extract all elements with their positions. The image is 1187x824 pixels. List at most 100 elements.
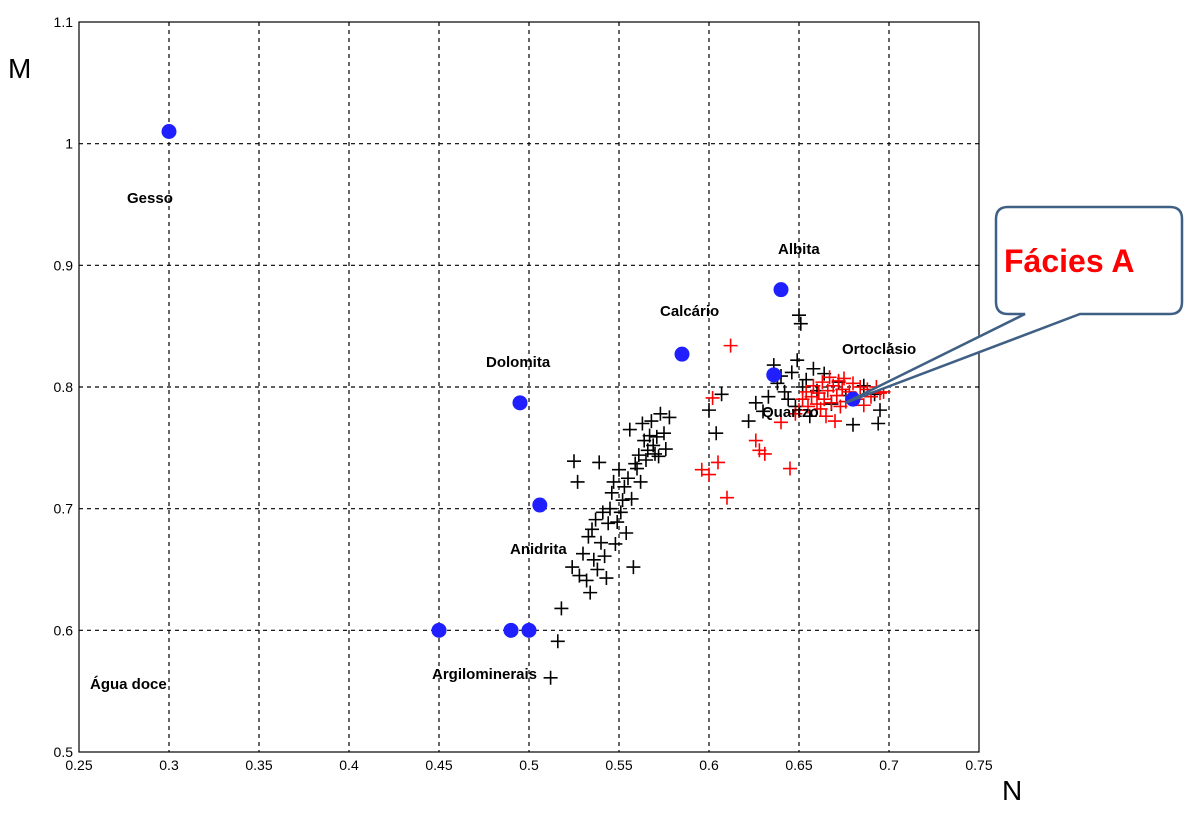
mineral-annotation: Quartzo xyxy=(762,404,819,421)
red-point xyxy=(806,378,821,393)
callout-shape xyxy=(844,205,1184,405)
mineral-point xyxy=(503,622,519,638)
red-point xyxy=(801,399,815,414)
red-point xyxy=(694,462,709,477)
black-point xyxy=(873,403,887,418)
mineral-point xyxy=(532,497,548,513)
red-point xyxy=(846,376,860,391)
black-point xyxy=(709,426,724,441)
black-point xyxy=(608,536,623,551)
x-tick-label: 0.7 xyxy=(879,757,899,773)
black-point xyxy=(554,601,569,616)
red-point xyxy=(723,338,738,353)
x-tick-label: 0.75 xyxy=(965,757,992,773)
red-point xyxy=(748,433,763,448)
black-point xyxy=(579,573,594,588)
black-point xyxy=(799,372,814,387)
black-point xyxy=(651,449,666,464)
y-tick-label: 1.1 xyxy=(54,14,74,30)
mineral-point xyxy=(521,622,537,638)
red-point xyxy=(828,414,842,429)
black-point xyxy=(583,585,598,600)
black-point xyxy=(606,474,621,489)
black-point xyxy=(790,353,805,368)
mineral-annotations: Gesso Albita Calcário Dolomita Ortoclásio Qua… xyxy=(90,190,916,693)
x-tick-label: 0.55 xyxy=(605,757,632,773)
black-point xyxy=(653,406,668,421)
black-point xyxy=(648,446,662,461)
black-point xyxy=(612,462,626,477)
mineral-annotation: Ortoclásio xyxy=(842,341,916,358)
black-point xyxy=(572,568,587,583)
black-point xyxy=(599,571,614,586)
black-point xyxy=(615,493,630,508)
red-point xyxy=(819,409,833,424)
red-point xyxy=(788,406,803,421)
black-point xyxy=(631,448,646,463)
red-point xyxy=(824,395,839,410)
red-point xyxy=(817,392,832,407)
x-tick-label: 0.4 xyxy=(339,757,359,773)
red-point xyxy=(822,370,837,385)
red-point xyxy=(792,403,806,418)
black-point xyxy=(748,395,763,410)
black-point xyxy=(649,429,664,444)
black-point xyxy=(777,384,792,399)
x-tick-label: 0.5 xyxy=(519,757,539,773)
mineral-points xyxy=(161,124,861,638)
black-point xyxy=(714,387,729,402)
y-tick-label: 0.5 xyxy=(54,744,74,760)
red-series xyxy=(694,338,891,505)
facies-callout: Fácies A xyxy=(844,205,1184,405)
y-tick-label: 0.9 xyxy=(54,257,74,273)
red-point xyxy=(774,415,788,430)
black-point xyxy=(639,453,653,467)
y-tick-label: 0.8 xyxy=(54,379,74,395)
x-tick-label: 0.45 xyxy=(425,757,452,773)
mineral-annotation: Gesso xyxy=(127,190,173,207)
mineral-point xyxy=(161,124,177,139)
black-point xyxy=(570,474,585,489)
mineral-point xyxy=(512,395,528,411)
red-point xyxy=(856,398,871,413)
mineral-annotation: Anidrita xyxy=(510,541,567,558)
black-point xyxy=(621,471,635,486)
black-point xyxy=(784,365,799,380)
x-tick-label: 0.6 xyxy=(699,757,719,773)
red-point xyxy=(795,392,810,407)
red-point xyxy=(815,375,830,390)
black-point xyxy=(756,404,770,419)
black-point xyxy=(662,410,677,425)
black-point xyxy=(550,634,565,649)
black-point xyxy=(761,389,776,404)
black-point xyxy=(590,562,605,577)
red-point xyxy=(835,382,850,397)
black-point xyxy=(871,416,886,431)
black-point xyxy=(630,461,644,476)
red-point xyxy=(804,389,819,404)
mineral-annotation: Dolomita xyxy=(486,354,551,371)
black-point xyxy=(617,479,632,494)
black-point xyxy=(624,491,639,506)
black-point xyxy=(585,522,599,537)
mineral-point xyxy=(431,622,447,638)
mineral-point xyxy=(773,282,789,298)
red-point xyxy=(705,390,720,405)
mineral-annotation: Albita xyxy=(778,241,820,258)
black-point xyxy=(619,526,634,540)
black-point xyxy=(601,516,616,531)
black-point xyxy=(633,474,648,489)
red-point xyxy=(853,380,868,394)
black-point xyxy=(644,414,659,429)
black-point xyxy=(781,392,796,407)
plot-frame xyxy=(78,21,980,753)
grid-layer xyxy=(79,22,979,752)
black-point xyxy=(846,417,860,432)
callout-text: Fácies A xyxy=(1004,243,1134,279)
y-axis-label: M xyxy=(8,53,31,84)
black-point xyxy=(595,505,610,520)
black-point xyxy=(597,549,612,564)
x-tick-label: 0.35 xyxy=(245,757,272,773)
black-point xyxy=(806,361,821,376)
mineral-annotation: Água doce xyxy=(90,676,167,693)
